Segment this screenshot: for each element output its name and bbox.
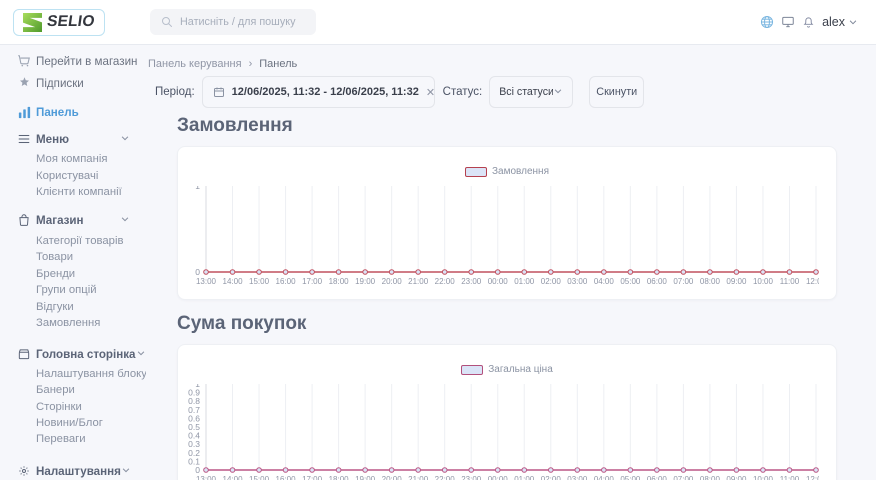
svg-text:09:00: 09:00 bbox=[726, 277, 747, 286]
svg-text:05:00: 05:00 bbox=[620, 277, 641, 286]
svg-text:06:00: 06:00 bbox=[647, 277, 668, 286]
svg-text:19:00: 19:00 bbox=[355, 277, 376, 286]
svg-text:17:00: 17:00 bbox=[302, 277, 323, 286]
svg-text:08:00: 08:00 bbox=[700, 277, 721, 286]
svg-text:01:00: 01:00 bbox=[514, 277, 535, 286]
svg-text:13:00: 13:00 bbox=[196, 475, 217, 480]
svg-text:04:00: 04:00 bbox=[594, 277, 615, 286]
svg-text:10:00: 10:00 bbox=[753, 277, 774, 286]
svg-text:11:00: 11:00 bbox=[780, 475, 800, 480]
svg-text:12:00: 12:00 bbox=[806, 475, 819, 480]
svg-text:1: 1 bbox=[195, 186, 200, 191]
svg-text:02:00: 02:00 bbox=[541, 475, 562, 480]
svg-text:15:00: 15:00 bbox=[249, 277, 270, 286]
svg-text:23:00: 23:00 bbox=[461, 475, 482, 480]
svg-text:09:00: 09:00 bbox=[726, 475, 747, 480]
svg-text:22:00: 22:00 bbox=[435, 277, 456, 286]
svg-text:08:00: 08:00 bbox=[700, 475, 721, 480]
svg-text:21:00: 21:00 bbox=[408, 277, 429, 286]
svg-text:19:00: 19:00 bbox=[355, 475, 376, 480]
svg-text:07:00: 07:00 bbox=[673, 475, 694, 480]
svg-text:0: 0 bbox=[195, 267, 200, 277]
svg-text:0: 0 bbox=[195, 465, 200, 475]
svg-text:21:00: 21:00 bbox=[408, 475, 429, 480]
svg-text:14:00: 14:00 bbox=[223, 277, 244, 286]
svg-text:11:00: 11:00 bbox=[780, 277, 800, 286]
svg-text:05:00: 05:00 bbox=[620, 475, 641, 480]
svg-text:17:00: 17:00 bbox=[302, 475, 323, 480]
svg-text:20:00: 20:00 bbox=[382, 277, 403, 286]
svg-text:14:00: 14:00 bbox=[223, 475, 244, 480]
svg-text:16:00: 16:00 bbox=[276, 277, 297, 286]
svg-text:20:00: 20:00 bbox=[382, 475, 403, 480]
svg-text:02:00: 02:00 bbox=[541, 277, 562, 286]
svg-text:01:00: 01:00 bbox=[514, 475, 535, 480]
svg-text:00:00: 00:00 bbox=[488, 475, 509, 480]
svg-text:10:00: 10:00 bbox=[753, 475, 774, 480]
svg-text:18:00: 18:00 bbox=[329, 277, 350, 286]
svg-text:06:00: 06:00 bbox=[647, 475, 668, 480]
svg-text:18:00: 18:00 bbox=[329, 475, 350, 480]
svg-text:04:00: 04:00 bbox=[594, 475, 615, 480]
svg-text:22:00: 22:00 bbox=[435, 475, 456, 480]
svg-text:12:00: 12:00 bbox=[806, 277, 819, 286]
svg-text:07:00: 07:00 bbox=[673, 277, 694, 286]
svg-text:00:00: 00:00 bbox=[488, 277, 509, 286]
svg-text:23:00: 23:00 bbox=[461, 277, 482, 286]
svg-text:03:00: 03:00 bbox=[567, 277, 588, 286]
svg-text:16:00: 16:00 bbox=[276, 475, 297, 480]
svg-text:13:00: 13:00 bbox=[196, 277, 217, 286]
svg-text:15:00: 15:00 bbox=[249, 475, 270, 480]
svg-text:03:00: 03:00 bbox=[567, 475, 588, 480]
